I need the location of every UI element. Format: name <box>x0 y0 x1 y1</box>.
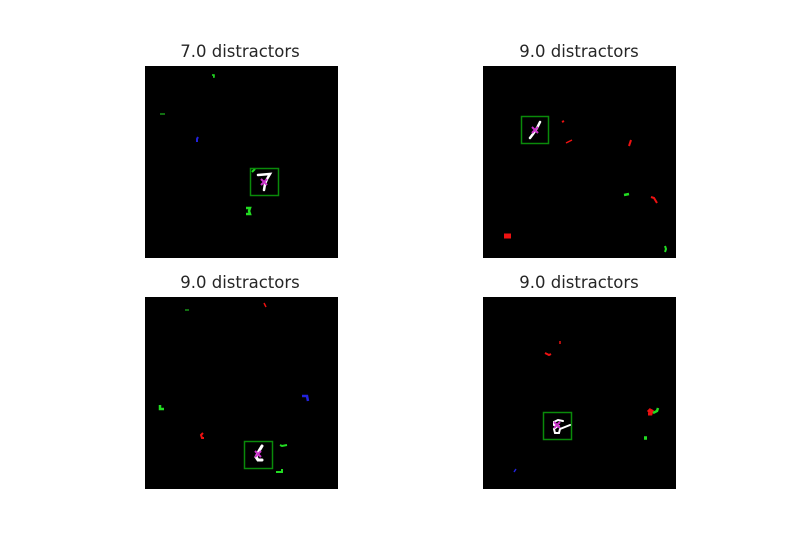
panel-canvas <box>504 115 668 253</box>
distractor-green <box>652 407 660 415</box>
target-box <box>243 440 274 470</box>
panel-title: 9.0 distractors <box>180 273 300 292</box>
distractor-red <box>544 352 552 357</box>
distractor-green <box>276 469 283 473</box>
distractor-green <box>664 245 668 253</box>
panel-canvas <box>160 74 280 216</box>
distractor-red <box>650 196 658 204</box>
target-box <box>520 115 550 145</box>
target-marker <box>260 178 268 186</box>
distractor-green <box>623 192 630 197</box>
distractor-red <box>628 139 632 147</box>
distractor-green <box>279 444 288 448</box>
distractor-green <box>251 168 256 173</box>
distractor-blue <box>513 468 517 473</box>
target-box <box>249 167 280 197</box>
distractor-blue <box>302 394 310 402</box>
panel-canvas <box>158 302 310 473</box>
distractor-blue <box>196 136 199 142</box>
mnist-image-panel <box>483 297 676 489</box>
distractor-red <box>646 408 654 416</box>
distractor-green <box>158 405 164 411</box>
target-marker <box>553 421 561 429</box>
target-marker <box>254 450 262 458</box>
distractor-green <box>212 74 215 78</box>
distractor-red <box>263 302 267 308</box>
distractor-green <box>246 206 252 216</box>
panel-title: 9.0 distractors <box>519 42 639 61</box>
target-digit <box>552 418 571 434</box>
panel-title: 7.0 distractors <box>180 42 300 61</box>
distractor-red <box>565 139 573 144</box>
distractor-red <box>199 432 204 439</box>
mnist-image-panel <box>483 66 676 258</box>
target-marker <box>531 126 539 134</box>
target-box <box>542 411 573 441</box>
panel-canvas <box>513 341 660 473</box>
panel-title: 9.0 distractors <box>519 273 639 292</box>
mnist-image-panel <box>145 66 338 258</box>
distractor-red <box>561 120 565 123</box>
mnist-image-panel <box>145 297 338 489</box>
